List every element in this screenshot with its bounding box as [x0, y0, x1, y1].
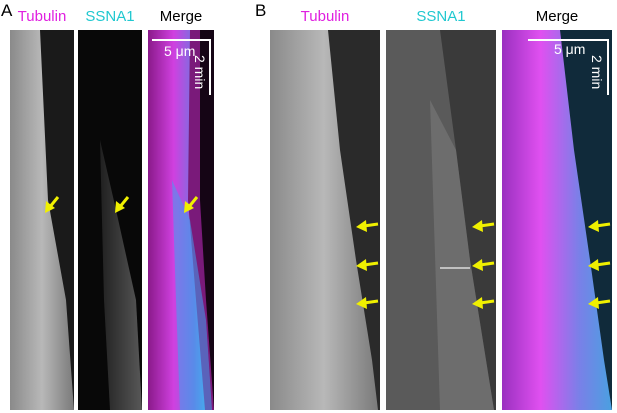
arrow	[588, 259, 611, 271]
arrow	[184, 196, 199, 213]
channel-label: Tubulin	[18, 8, 67, 25]
scale-bar-b	[528, 39, 609, 95]
arrow	[356, 259, 379, 271]
scale-time: 2 min	[192, 55, 208, 89]
panel-a-images	[10, 30, 214, 410]
arrow	[356, 220, 379, 232]
panel-label: A	[1, 1, 13, 20]
panel-label: B	[255, 1, 266, 20]
arrow	[472, 220, 495, 232]
arrow	[588, 297, 611, 309]
arrows	[45, 196, 611, 309]
channel-label: Merge	[160, 8, 203, 25]
arrow	[588, 220, 611, 232]
ssna1-edge	[430, 100, 494, 410]
arrow	[45, 196, 60, 213]
arrow	[115, 196, 130, 213]
arrow	[472, 297, 495, 309]
scale-bars	[152, 39, 609, 95]
tubulin-signal	[10, 30, 74, 410]
channel-label: Merge	[536, 8, 579, 25]
merge-cyan	[172, 180, 212, 410]
scale-length: 5 μm	[554, 41, 585, 57]
channel-label: SSNA1	[416, 8, 465, 25]
scale-time: 2 min	[589, 55, 605, 89]
ssna1-signal	[100, 140, 142, 410]
tubulin-signal	[270, 30, 378, 410]
merge-signal	[502, 30, 612, 410]
channel-label: Tubulin	[301, 8, 350, 25]
scale-length: 5 μm	[164, 43, 195, 59]
scale-bar-a	[152, 39, 211, 95]
panel-b-images	[270, 30, 612, 410]
arrow	[472, 259, 495, 271]
channel-label: SSNA1	[85, 8, 134, 25]
arrow	[356, 297, 379, 309]
